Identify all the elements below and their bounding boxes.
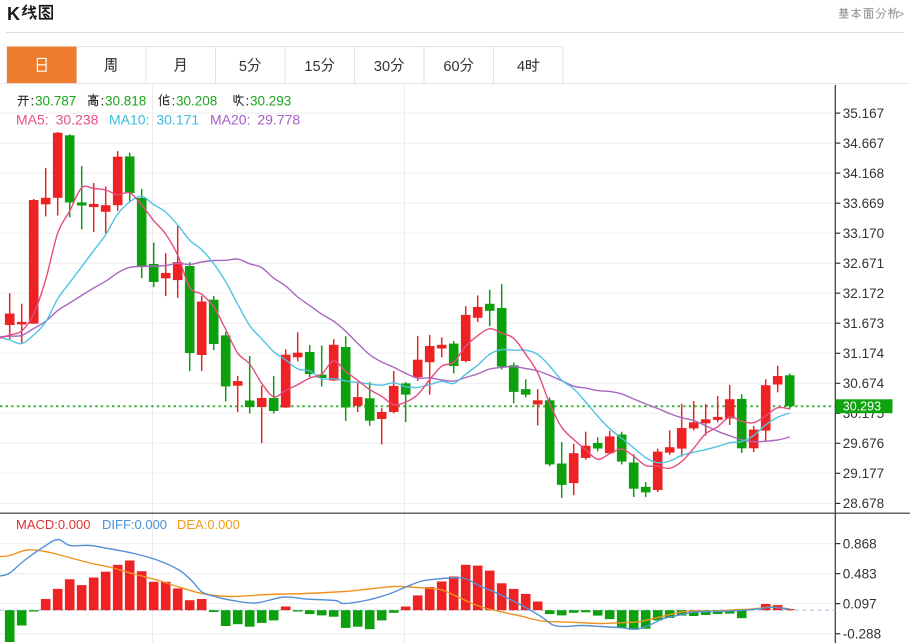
svg-text:-0.288: -0.288 — [843, 626, 881, 641]
svg-text:0.097: 0.097 — [843, 596, 877, 611]
svg-text:>: > — [897, 7, 904, 21]
svg-text:4: 4 — [517, 59, 525, 75]
svg-text:30.818: 30.818 — [105, 94, 146, 109]
svg-text:5: 5 — [239, 59, 247, 75]
svg-text:30: 30 — [374, 59, 390, 75]
svg-text:K: K — [7, 4, 20, 24]
svg-text:34.667: 34.667 — [843, 136, 884, 151]
svg-text:28.678: 28.678 — [843, 496, 884, 511]
svg-text:30.293: 30.293 — [843, 400, 881, 414]
svg-text:30.787: 30.787 — [35, 94, 76, 109]
svg-text::: : — [246, 94, 250, 109]
svg-text:31.174: 31.174 — [843, 346, 885, 361]
svg-text::: : — [172, 94, 176, 109]
svg-text:30.674: 30.674 — [843, 376, 885, 391]
svg-text::: : — [31, 94, 35, 109]
svg-text:MACD:0.000: MACD:0.000 — [16, 517, 90, 532]
svg-text:MA5: 30.238: MA5: 30.238 — [16, 112, 99, 128]
svg-text:30.208: 30.208 — [176, 94, 217, 109]
svg-text:32.671: 32.671 — [843, 256, 884, 271]
svg-text:60: 60 — [443, 59, 459, 75]
svg-text:33.669: 33.669 — [843, 196, 884, 211]
svg-text::: : — [101, 94, 105, 109]
svg-text:35.167: 35.167 — [843, 106, 884, 121]
svg-text:29.177: 29.177 — [843, 466, 884, 481]
svg-text:30.293: 30.293 — [250, 94, 291, 109]
svg-text:0.868: 0.868 — [843, 536, 877, 551]
svg-text:15: 15 — [304, 59, 320, 75]
svg-text:DEA:0.000: DEA:0.000 — [177, 517, 240, 532]
svg-text:29.676: 29.676 — [843, 436, 884, 451]
svg-text:34.168: 34.168 — [843, 166, 884, 181]
svg-text:DIFF:0.000: DIFF:0.000 — [102, 517, 167, 532]
svg-text:33.170: 33.170 — [843, 226, 884, 241]
svg-text:32.172: 32.172 — [843, 286, 884, 301]
svg-text:0.483: 0.483 — [843, 566, 877, 581]
svg-text:31.673: 31.673 — [843, 316, 884, 331]
